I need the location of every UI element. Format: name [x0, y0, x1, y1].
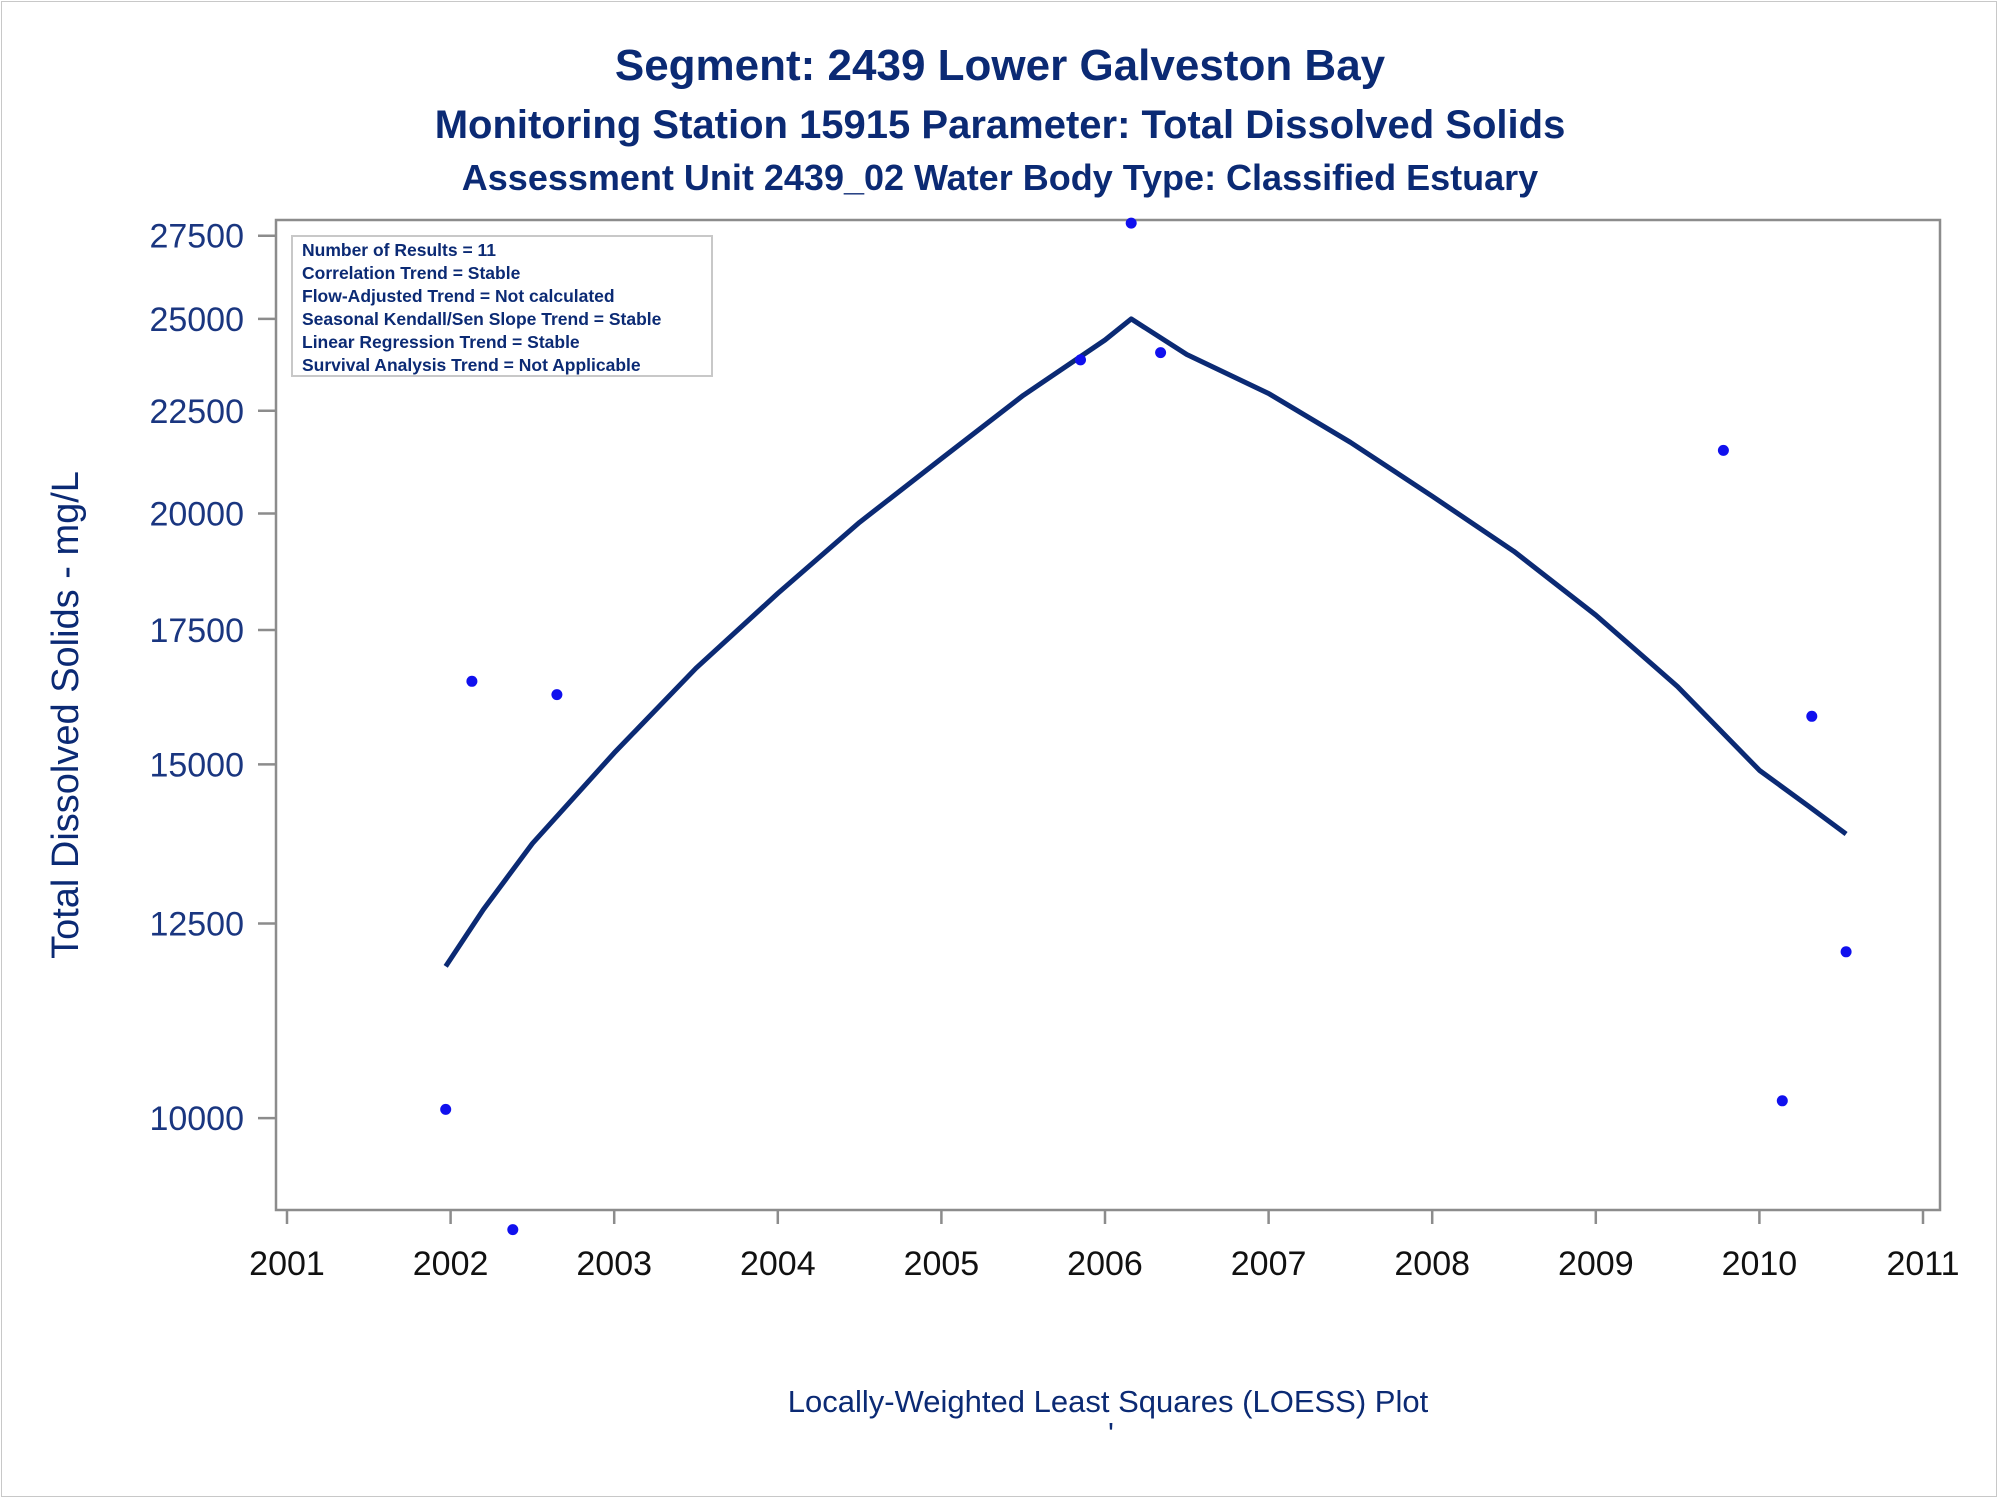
stat-seasonal-kendall-trend: Seasonal Kendall/Sen Slope Trend = Stabl… [302, 309, 662, 329]
data-point [551, 689, 563, 701]
y-tick-label: 27500 [149, 218, 244, 256]
x-tick-label: 2005 [904, 1245, 980, 1283]
chart-subtitle-2: Assessment Unit 2439_02 Water Body Type:… [462, 157, 1538, 198]
loess-line [443, 316, 1848, 968]
x-tick-label: 2008 [1394, 1245, 1470, 1283]
x-tick-label: 2003 [576, 1245, 652, 1283]
stat-linear-regression-trend: Linear Regression Trend = Stable [302, 332, 580, 352]
y-axis: 10000 12500 15000 17500 20000 22500 25000 27500 [149, 218, 276, 1138]
y-tick-label: 15000 [149, 746, 244, 784]
stat-number-of-results: Number of Results = 11 [302, 240, 496, 260]
y-tick-label: 12500 [149, 905, 244, 943]
x-tick-label: 2002 [413, 1245, 489, 1283]
x-tick-label: 2009 [1558, 1245, 1634, 1283]
y-tick-label: 20000 [149, 495, 244, 533]
x-axis-label: Locally-Weighted Least Squares (LOESS) P… [788, 1384, 1429, 1419]
data-point [1806, 710, 1818, 722]
y-tick-label: 25000 [149, 301, 244, 339]
data-point [440, 1103, 452, 1115]
chart-title: Segment: 2439 Lower Galveston Bay [615, 41, 1386, 90]
plot-area [274, 218, 1942, 1212]
data-point [466, 675, 478, 687]
stat-flow-adjusted-trend: Flow-Adjusted Trend = Not calculated [302, 286, 615, 306]
y-tick-label: 17500 [149, 612, 244, 650]
data-point [1840, 946, 1852, 958]
x-tick-label: 2007 [1231, 1245, 1307, 1283]
x-tick-label: 2001 [249, 1245, 325, 1283]
x-tick-label: 2011 [1886, 1245, 1959, 1283]
x-tick-label: 2010 [1722, 1245, 1798, 1283]
stat-survival-analysis-trend: Survival Analysis Trend = Not Applicable [302, 355, 641, 375]
footer-mark: ' [1108, 1416, 1114, 1451]
series-layer [440, 217, 1852, 1236]
data-point [1155, 347, 1167, 359]
y-tick-label: 22500 [149, 393, 244, 431]
data-point [1125, 217, 1137, 229]
data-point [507, 1224, 519, 1236]
x-tick-label: 2006 [1067, 1245, 1143, 1283]
stats-box-border [291, 235, 713, 377]
y-axis-label: Total Dissolved Solids - mg/L [45, 471, 87, 959]
stats-box: Number of Results = 11 Correlation Trend… [291, 235, 713, 377]
data-point [1776, 1095, 1788, 1107]
data-point [1075, 354, 1086, 366]
stat-correlation-trend: Correlation Trend = Stable [302, 263, 521, 283]
y-tick-label: 10000 [149, 1100, 244, 1138]
chart-subtitle: Monitoring Station 15915 Parameter: Tota… [435, 103, 1566, 147]
x-axis: 2001 2002 2003 2004 2005 2006 2007 2008 2009 2010… [249, 1210, 1960, 1283]
data-point [1717, 444, 1729, 456]
x-tick-label: 2004 [740, 1245, 816, 1283]
